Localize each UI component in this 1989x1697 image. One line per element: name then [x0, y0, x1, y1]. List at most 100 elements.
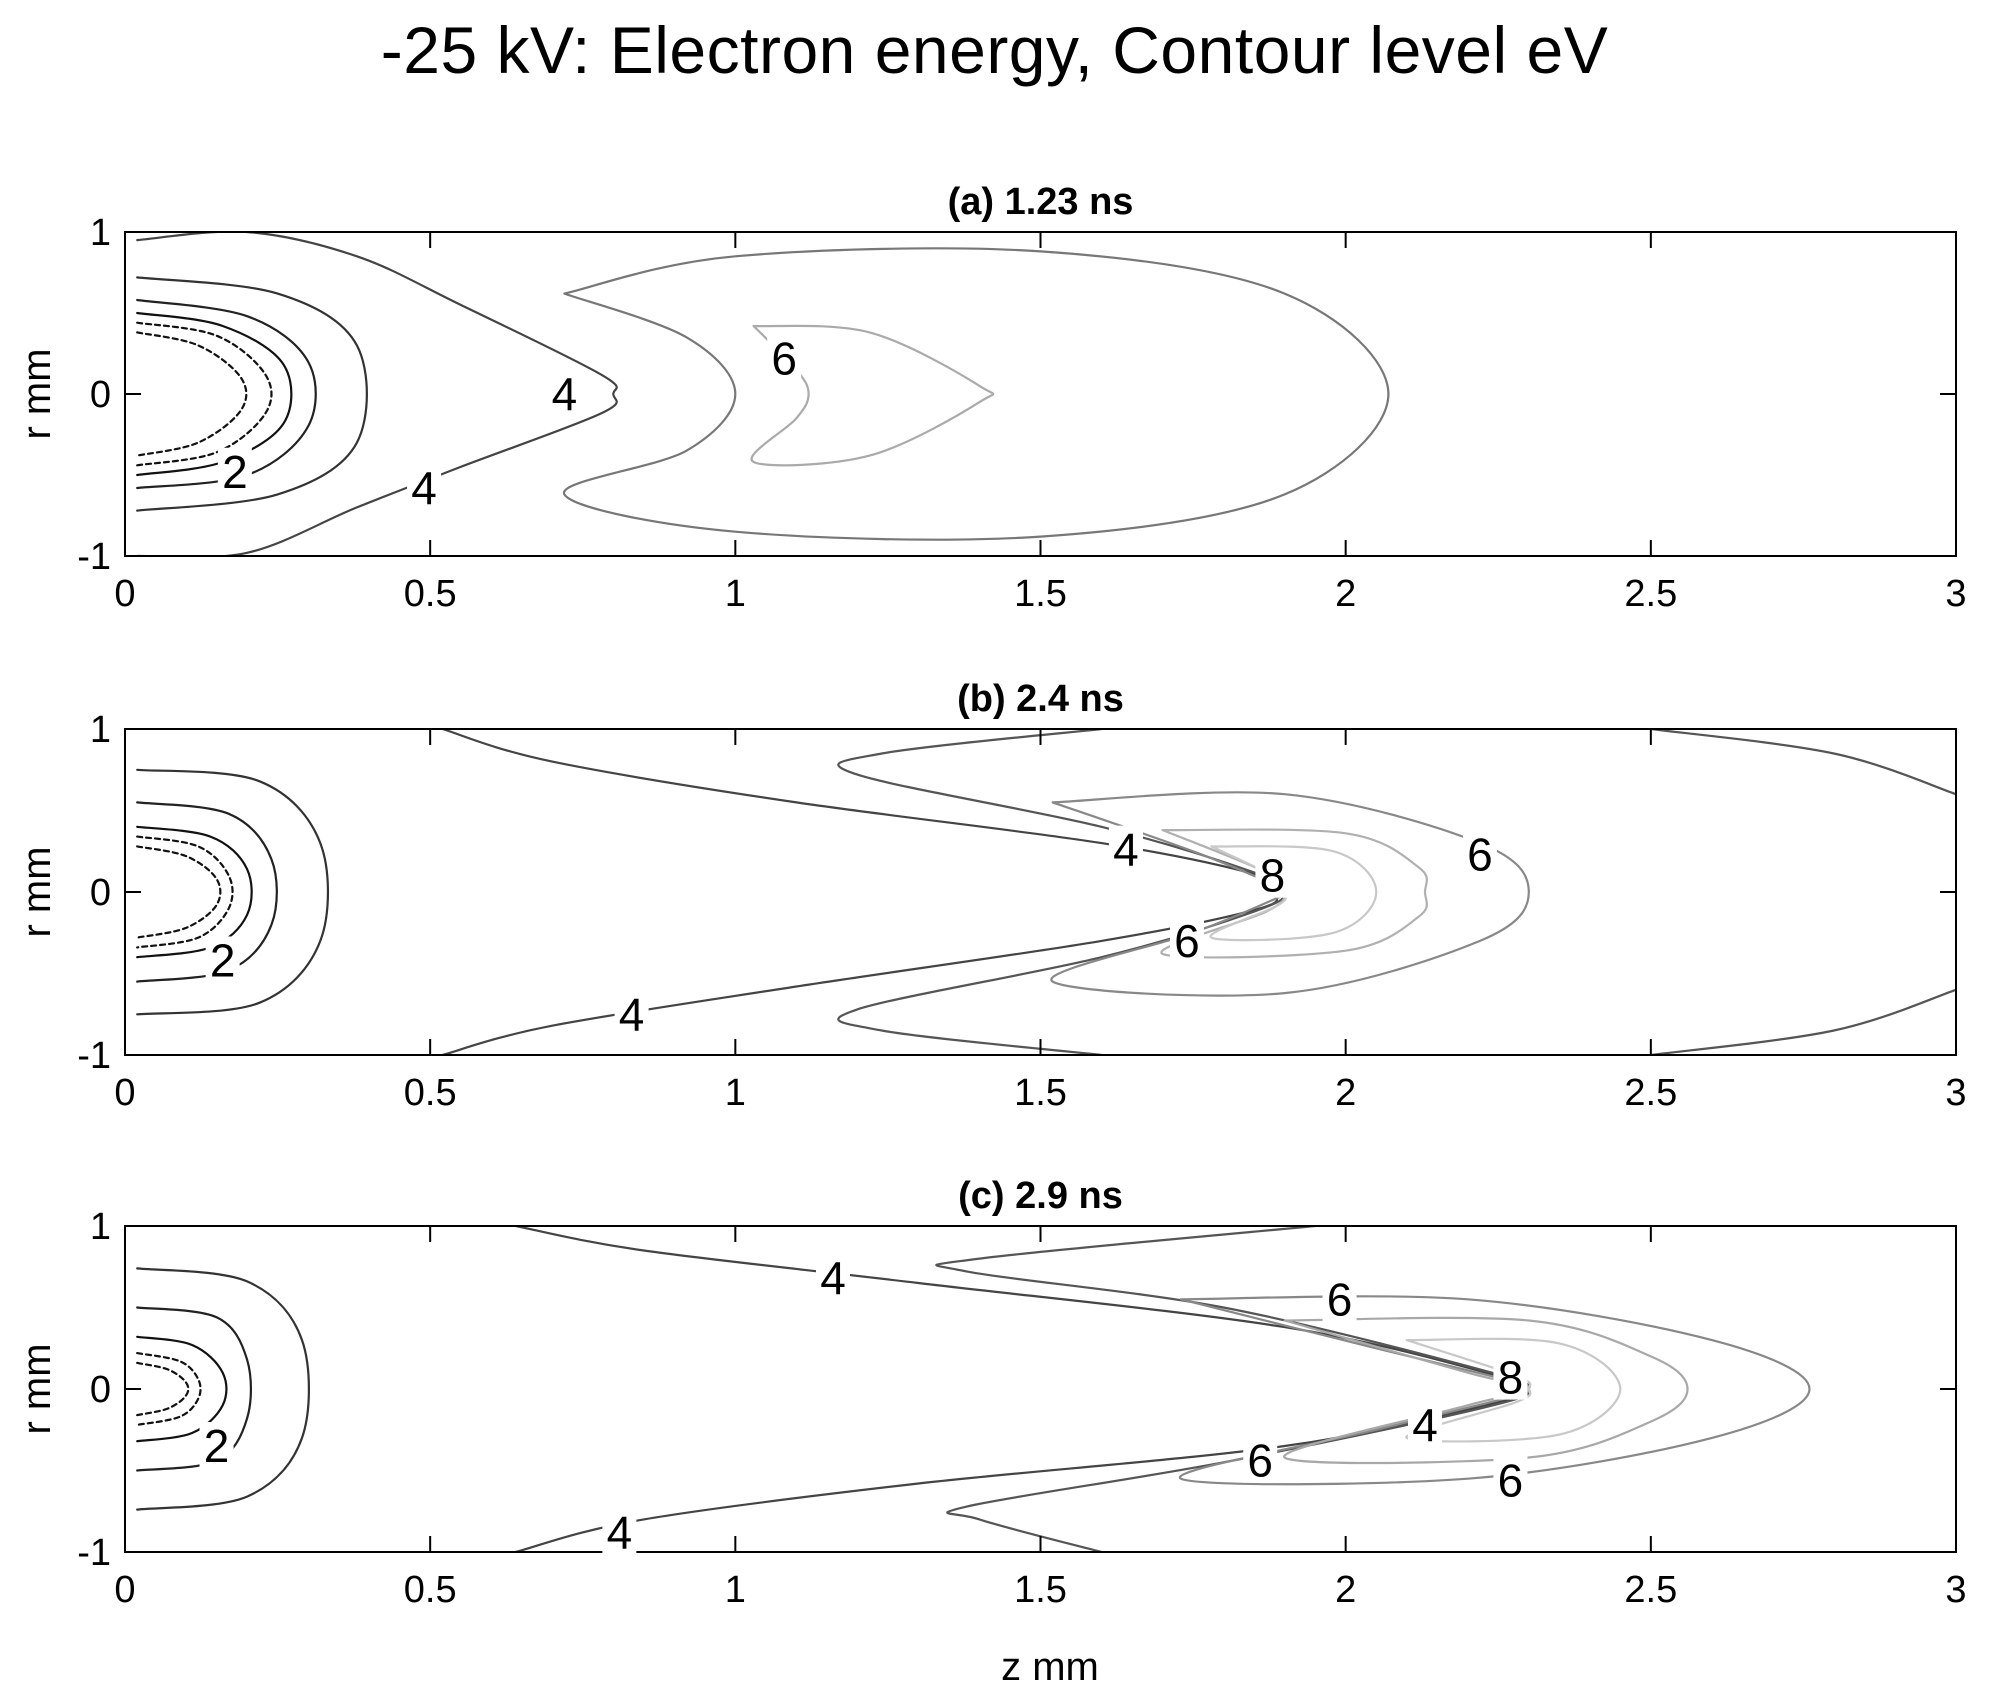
contour-label-bg: [205, 936, 240, 983]
axes-frame: [124, 728, 1957, 1056]
panels-group: 0 0.5 1 1.5 2 2.5 3-101(a) 1.23 nsr mm 642 40 0.5…: [15, 181, 1967, 1611]
axes-frame: [124, 1225, 1957, 1553]
contour-label: 6: [771, 332, 797, 384]
contour-line-level-2: [136, 825, 253, 959]
contour-label-bg: [1243, 1436, 1278, 1483]
contour-label-bg: [1462, 830, 1497, 877]
contour-label-bg: [614, 990, 649, 1037]
y-tick-label: -1: [77, 1532, 111, 1574]
x-tick-label: 1: [725, 1072, 746, 1114]
contour-label: 4: [411, 462, 437, 514]
y-tick-label: 1: [90, 709, 111, 751]
contour-label: 4: [1113, 824, 1139, 876]
contour-label: 6: [1327, 1273, 1353, 1325]
contour-line-level-4.5: [1649, 988, 1956, 1055]
y-tick-label: 0: [90, 374, 111, 416]
contour-label-bg: [1493, 1456, 1528, 1503]
panel-a: 0 0.5 1 1.5 2 2.5 3-101(a) 1.23 nsr mm 642 4: [15, 181, 1967, 615]
contour-line-level-6: [750, 324, 995, 467]
x-tick-label: 2.5: [1624, 1072, 1677, 1114]
x-axis-label: z mm: [1001, 1645, 1099, 1689]
x-tick-label: 1: [725, 1569, 746, 1611]
contour-label: 4: [1412, 1399, 1438, 1451]
x-tick-label: 3: [1945, 573, 1966, 615]
axes-frame: [124, 231, 1957, 557]
contour-label: 8: [1260, 850, 1286, 902]
contour-label-bg: [1322, 1275, 1357, 1322]
y-tick-label: 0: [90, 1369, 111, 1411]
x-tick-label: 0: [114, 1569, 135, 1611]
contour-label: 6: [1174, 915, 1200, 967]
y-axis-label: r mm: [15, 1343, 59, 1434]
contour-line-level-1: [136, 331, 248, 457]
x-tick-label: 1.5: [1014, 573, 1067, 615]
contour-line-level-3.5: [136, 1267, 310, 1511]
x-tick-label: 2.5: [1624, 573, 1677, 615]
contour-line-level-3.5: [136, 276, 368, 512]
contour-line-level-1: [136, 1361, 190, 1417]
contour-lines: [136, 729, 1956, 1055]
x-tick-label: 3: [1945, 1072, 1966, 1114]
contour-lines: [136, 1226, 1811, 1552]
contour-label: 8: [1498, 1352, 1524, 1404]
x-tick-label: 2: [1335, 1072, 1356, 1114]
contour-label-bg: [815, 1254, 850, 1301]
x-tick-label: 0.5: [404, 1569, 457, 1611]
x-tick-label: 0: [114, 1072, 135, 1114]
contour-label-bg: [602, 1508, 637, 1555]
contour-line-level-2: [136, 1335, 228, 1443]
contour-line-level-5: [563, 247, 1390, 541]
contour-label-bg: [1255, 851, 1290, 898]
contour-line-level-3: [136, 1306, 253, 1472]
y-tick-label: -1: [77, 1035, 111, 1077]
x-tick-label: 2: [1335, 1569, 1356, 1611]
contour-label: 6: [1467, 829, 1493, 881]
contour-line-level-8: [1209, 845, 1378, 942]
contour-line-level-4: [136, 232, 618, 556]
contour-line-level-4.5: [1649, 729, 1956, 796]
panel-title: (c) 2.9 ns: [958, 1175, 1123, 1217]
contour-label: 2: [204, 1420, 230, 1472]
contour-line-level-1.5: [136, 321, 273, 467]
contour-line-level-4: [441, 729, 1279, 1055]
contour-label: 6: [1498, 1454, 1524, 1506]
contour-label-bg: [1169, 916, 1204, 963]
contour-line-level-2: [136, 311, 293, 477]
contour-line-level-1.5: [136, 835, 234, 949]
contour-line-level-4: [514, 1226, 1523, 1552]
x-tick-label: 2: [1335, 573, 1356, 615]
x-tick-label: 3: [1945, 1569, 1966, 1611]
figure-title: -25 kV: Electron energy, Contour level e…: [380, 13, 1609, 87]
contour-label: 4: [552, 368, 578, 420]
y-tick-label: 0: [90, 872, 111, 914]
x-tick-label: 0: [114, 573, 135, 615]
contour-label-bg: [1493, 1353, 1528, 1400]
contour-label-bg: [767, 334, 802, 381]
contour-lines: [136, 232, 1390, 556]
contour-label-bg: [1108, 825, 1143, 872]
x-tick-label: 0.5: [404, 573, 457, 615]
contour-label: 4: [619, 988, 645, 1040]
contour-label-bg: [1408, 1400, 1443, 1447]
contour-label-bg: [407, 463, 442, 510]
contour-label: 2: [222, 446, 248, 498]
contour-label: 2: [210, 934, 236, 986]
contour-label: 6: [1247, 1435, 1273, 1487]
x-tick-label: 1: [725, 573, 746, 615]
y-tick-label: 1: [90, 1206, 111, 1248]
contour-line-level-4.5: [837, 729, 1286, 1055]
contour-label: 4: [820, 1252, 846, 1304]
contour-label: 4: [607, 1506, 633, 1558]
y-axis-label: r mm: [15, 846, 59, 937]
contour-label-bg: [199, 1422, 234, 1469]
contour-line-level-1: [136, 845, 222, 939]
contour-line-level-4.5: [935, 1226, 1530, 1552]
y-axis-label: r mm: [15, 348, 59, 439]
contour-line-level-3.5: [136, 768, 329, 1016]
panel-title: (a) 1.23 ns: [948, 181, 1134, 223]
x-tick-label: 1.5: [1014, 1569, 1067, 1611]
contour-label-bg: [547, 370, 582, 416]
